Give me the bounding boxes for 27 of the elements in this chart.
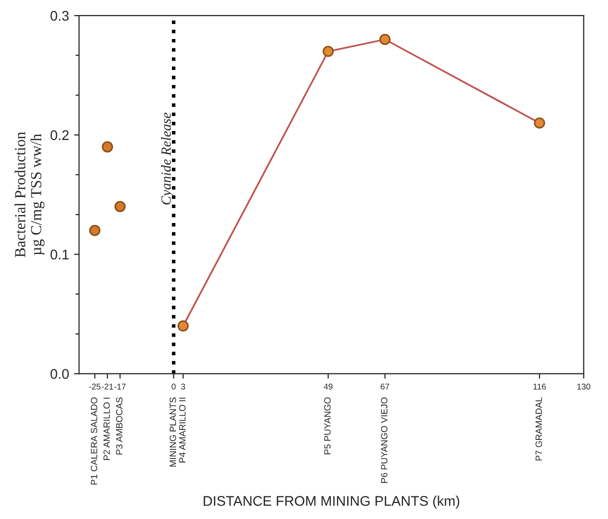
text: P6 PUYANGO VIEJO <box>381 397 388 483</box>
x-tick-label: -17 <box>114 384 126 390</box>
text: P1 CALERA SALADO <box>90 397 98 485</box>
point <box>89 224 100 236</box>
x-tick-label: 130 <box>577 384 590 390</box>
ref-line-label: Cyanide Release <box>161 112 174 205</box>
text: P2 AMARILLO I <box>103 398 110 460</box>
x-tick-label: 49 <box>324 384 332 390</box>
x-tick-label: 67 <box>380 384 390 390</box>
text: P5 PUYANGO <box>324 397 331 454</box>
y-tick-label: 0.3 <box>50 10 69 21</box>
x-tick-label: 0 <box>172 384 176 390</box>
text: DISTANCE FROM MINING PLANTS (km) <box>204 496 460 509</box>
y-tick-label: 0.2 <box>50 130 69 140</box>
y-tick-label: 0.0 <box>50 369 69 379</box>
y-tick-label: 0.1 <box>50 250 69 260</box>
x-tick-label: -21 <box>102 384 114 390</box>
x-tick-label: 116 <box>534 384 546 390</box>
x-tick-label: 3 <box>181 384 186 390</box>
point <box>114 200 126 212</box>
text: P7 GRAMADAL <box>536 397 542 460</box>
text: P3 AMBOCAS <box>116 397 122 454</box>
text: MINING PLANTS <box>170 397 176 466</box>
text: P4 AMARILLO II <box>179 398 186 462</box>
point <box>102 141 114 152</box>
x-tick-label: -25 <box>89 384 100 390</box>
y-axis-title: Bacterial Production µg C/mg TSS ww/h <box>14 132 44 258</box>
